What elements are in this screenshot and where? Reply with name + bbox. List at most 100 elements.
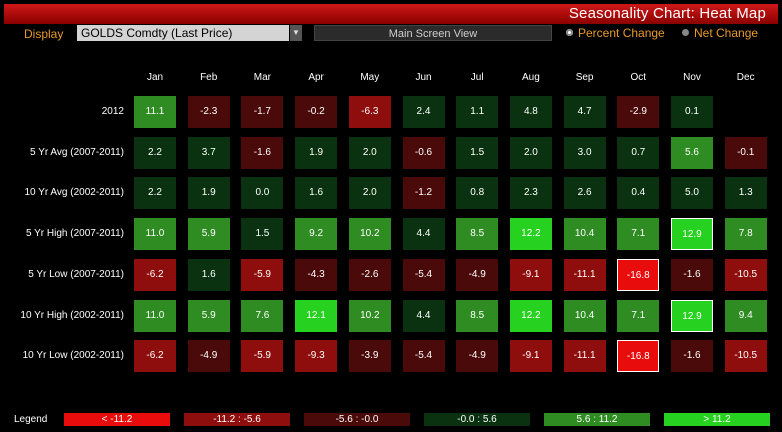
heatmap-cell: 2.2: [134, 177, 176, 210]
row-label: 10 Yr High (2002-2011): [20, 309, 124, 321]
month-label: Jul: [470, 72, 484, 83]
heatmap-cell: 9.4: [724, 299, 767, 332]
heatmap-cell: -5.4: [402, 340, 445, 373]
month-label: Oct: [630, 72, 647, 83]
heatmap-cell: -6.2: [134, 258, 176, 291]
month-label: Sep: [575, 72, 594, 83]
heatmap-cell: 8.5: [456, 299, 499, 332]
heatmap-cell: 1.9: [295, 136, 338, 169]
heatmap-cell: 1.6: [295, 177, 338, 210]
heatmap-cell: -9.3: [295, 340, 338, 373]
heatmap-cell: -10.5: [724, 258, 767, 291]
heatmap-cell: 5.9: [187, 299, 230, 332]
heatmap-cell: 7.1: [617, 299, 660, 332]
month-label: Jun: [415, 72, 432, 83]
net-change-radio[interactable]: Net Change: [682, 26, 758, 42]
heatmap-cell: 2.6: [563, 177, 606, 210]
heatmap-cell: 4.8: [509, 96, 552, 128]
heatmap-cell: -1.6: [671, 340, 713, 373]
heatmap-cell: 7.8: [724, 218, 767, 251]
legend-title: Legend: [14, 414, 48, 425]
row-label: 10 Yr Avg (2002-2011): [24, 187, 124, 199]
heatmap-cell: 5.0: [671, 177, 713, 210]
heatmap-cell: -11.1: [563, 340, 606, 373]
month-label: Mar: [253, 72, 271, 83]
radio-unselected-icon: [682, 29, 689, 36]
heatmap-cell: 1.3: [724, 177, 767, 210]
heatmap-cell: 11.1: [134, 96, 176, 128]
heatmap-cell: 0.1: [671, 96, 713, 128]
heatmap-cell: -2.3: [187, 96, 230, 128]
heatmap-cell: -11.1: [563, 258, 606, 291]
heatmap-cell: 2.0: [509, 136, 552, 169]
heatmap-cell: 5.6: [671, 136, 713, 169]
legend-swatch: 5.6 : 11.2: [544, 413, 650, 426]
legend-swatch: > 11.2: [664, 413, 770, 426]
heatmap-cell: 2.4: [402, 96, 445, 128]
security-input[interactable]: GOLDS Comdty (Last Price): [77, 25, 289, 41]
row-label: 5 Yr High (2007-2011): [25, 228, 124, 240]
heatmap-cell: 3.0: [563, 136, 606, 169]
heatmap-cell: 11.0: [134, 218, 176, 251]
legend-swatch: -5.6 : -0.0: [304, 413, 410, 426]
month-label: Aug: [521, 72, 540, 83]
main-screen-view-button[interactable]: Main Screen View: [314, 25, 552, 41]
heatmap-cell: 2.2: [134, 136, 176, 169]
heatmap-cell: 0.7: [617, 136, 660, 169]
heatmap-cell: 12.9: [671, 299, 713, 332]
heatmap-cell: -1.6: [241, 136, 284, 169]
heatmap-cell: 12.9: [671, 218, 713, 251]
legend: Legend < -11.2 -11.2 : -5.6 -5.6 : -0.0 -0.…: [4, 410, 778, 430]
heatmap-cell: -0.1: [724, 136, 767, 169]
heatmap-cell: 3.7: [187, 136, 230, 169]
heatmap-cell: -1.6: [671, 258, 713, 291]
heatmap-cell: -2.9: [617, 96, 660, 128]
heatmap-cell: 9.2: [295, 218, 338, 251]
heatmap-cell: -16.8: [617, 340, 660, 373]
display-label: Display: [24, 27, 64, 41]
heatmap-cell: -0.6: [402, 136, 445, 169]
percent-change-radio[interactable]: Percent Change: [566, 26, 665, 42]
month-label: Nov: [683, 72, 701, 83]
month-label: May: [360, 72, 380, 83]
heatmap-cell: 4.7: [563, 96, 606, 128]
heatmap-cell: 12.2: [509, 218, 552, 251]
heatmap-cell: -3.9: [348, 340, 391, 373]
heatmap-cell: 1.5: [456, 136, 499, 169]
heatmap-cell: -1.7: [241, 96, 284, 128]
toolbar: Display GOLDS Comdty (Last Price) ▼ Main…: [4, 24, 778, 44]
row-label: 5 Yr Avg (2007-2011): [30, 146, 124, 158]
heatmap-cell: 1.5: [241, 218, 284, 251]
heatmap-cell: -5.9: [241, 340, 284, 373]
heatmap-cell: -4.9: [456, 258, 499, 291]
heatmap-grid: Jan Feb Mar Apr May Jun Jul Aug Sep Oct Nov Dec 2012…: [0, 44, 782, 384]
heatmap-cell: 2.0: [348, 177, 391, 210]
heatmap-cell: 10.2: [348, 299, 391, 332]
heatmap-cell: -10.5: [724, 340, 767, 373]
heatmap-cell: -6.3: [348, 96, 391, 128]
chevron-down-icon[interactable]: ▼: [290, 25, 302, 41]
heatmap-cell: -4.9: [187, 340, 230, 373]
row-label: 5 Yr Low (2007-2011): [28, 268, 124, 280]
heatmap-cell: -1.2: [402, 177, 445, 210]
heatmap-cell: 12.1: [295, 299, 338, 332]
heatmap-cell: -4.9: [456, 340, 499, 373]
heatmap-cell: 1.6: [187, 258, 230, 291]
heatmap-cell: -9.1: [509, 340, 552, 373]
heatmap-cell: 0.0: [241, 177, 284, 210]
month-label: Jan: [146, 72, 164, 83]
legend-swatch: < -11.2: [64, 413, 170, 426]
heatmap-cell: -2.6: [348, 258, 391, 291]
net-change-label: Net Change: [694, 26, 759, 40]
heatmap-cell: 10.4: [563, 218, 606, 251]
heatmap-cell: 2.0: [348, 136, 391, 169]
heatmap-cell: -0.2: [295, 96, 338, 128]
heatmap-cell: -6.2: [134, 340, 176, 373]
heatmap-cell: 2.3: [509, 177, 552, 210]
heatmap-cell: -4.3: [295, 258, 338, 291]
heatmap-cell: 10.4: [563, 299, 606, 332]
month-label: Feb: [200, 72, 218, 83]
heatmap-cell: -5.9: [241, 258, 284, 291]
heatmap-cell: 4.4: [402, 299, 445, 332]
month-label: Apr: [308, 72, 324, 83]
